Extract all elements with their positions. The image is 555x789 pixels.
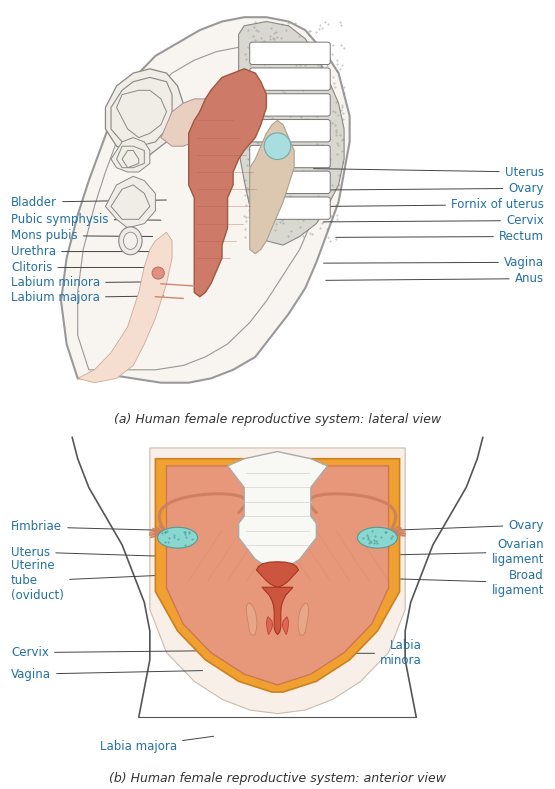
Text: Labium minora: Labium minora bbox=[11, 276, 166, 290]
Polygon shape bbox=[111, 185, 150, 219]
Text: Urethra: Urethra bbox=[11, 245, 166, 258]
Polygon shape bbox=[266, 617, 273, 634]
Text: Cervix: Cervix bbox=[324, 214, 544, 227]
Polygon shape bbox=[117, 90, 166, 137]
Text: Labia majora: Labia majora bbox=[100, 736, 214, 753]
Polygon shape bbox=[105, 69, 183, 155]
Ellipse shape bbox=[152, 267, 164, 279]
Polygon shape bbox=[246, 603, 257, 635]
Polygon shape bbox=[200, 73, 261, 146]
Ellipse shape bbox=[158, 527, 198, 548]
Text: Broad
ligament: Broad ligament bbox=[368, 569, 544, 596]
Text: Labium majora: Labium majora bbox=[11, 291, 164, 304]
Polygon shape bbox=[61, 17, 350, 383]
Text: Mons pubis: Mons pubis bbox=[11, 229, 153, 242]
Text: Bladder: Bladder bbox=[11, 196, 166, 208]
Polygon shape bbox=[228, 451, 327, 570]
Polygon shape bbox=[122, 151, 139, 168]
Polygon shape bbox=[189, 69, 266, 297]
Polygon shape bbox=[105, 176, 155, 228]
Polygon shape bbox=[78, 232, 172, 383]
Text: Rectum: Rectum bbox=[336, 230, 544, 243]
Polygon shape bbox=[250, 121, 294, 254]
Polygon shape bbox=[117, 146, 144, 168]
Polygon shape bbox=[111, 137, 150, 172]
FancyBboxPatch shape bbox=[250, 68, 330, 90]
Text: Uterine
tube
(oviduct): Uterine tube (oviduct) bbox=[11, 559, 180, 602]
Polygon shape bbox=[239, 21, 344, 245]
Text: (b) Human female reproductive system: anterior view: (b) Human female reproductive system: an… bbox=[109, 772, 446, 785]
Polygon shape bbox=[166, 466, 388, 685]
FancyBboxPatch shape bbox=[250, 120, 330, 142]
Text: (a) Human female reproductive system: lateral view: (a) Human female reproductive system: la… bbox=[114, 413, 441, 426]
FancyBboxPatch shape bbox=[250, 171, 330, 193]
Text: Anus: Anus bbox=[326, 272, 544, 285]
FancyBboxPatch shape bbox=[250, 94, 330, 116]
Polygon shape bbox=[155, 458, 400, 692]
Text: Fimbriae: Fimbriae bbox=[11, 521, 169, 533]
Polygon shape bbox=[256, 562, 299, 587]
Ellipse shape bbox=[123, 232, 137, 249]
Text: Clitoris: Clitoris bbox=[11, 261, 161, 274]
Text: Vagina: Vagina bbox=[324, 256, 544, 269]
Text: Labia
minora: Labia minora bbox=[298, 639, 422, 667]
Text: Cervix: Cervix bbox=[11, 646, 203, 659]
FancyBboxPatch shape bbox=[250, 145, 330, 168]
Ellipse shape bbox=[264, 133, 291, 159]
Polygon shape bbox=[111, 77, 172, 146]
Text: Vagina: Vagina bbox=[11, 667, 203, 681]
Text: Fornix of uterus: Fornix of uterus bbox=[330, 198, 544, 211]
Text: Ovarian
ligament: Ovarian ligament bbox=[361, 538, 544, 566]
Polygon shape bbox=[282, 617, 289, 634]
Ellipse shape bbox=[357, 527, 397, 548]
Polygon shape bbox=[262, 587, 293, 634]
Text: Ovary: Ovary bbox=[319, 181, 544, 195]
Ellipse shape bbox=[119, 226, 142, 255]
Polygon shape bbox=[161, 99, 211, 146]
FancyBboxPatch shape bbox=[250, 197, 330, 219]
Text: Pubic symphysis: Pubic symphysis bbox=[11, 213, 161, 226]
Polygon shape bbox=[150, 448, 405, 713]
Text: Uterus: Uterus bbox=[314, 166, 544, 178]
FancyBboxPatch shape bbox=[250, 42, 330, 65]
Polygon shape bbox=[298, 603, 309, 635]
Text: Ovary: Ovary bbox=[369, 518, 544, 532]
Text: Uterus: Uterus bbox=[11, 545, 197, 559]
